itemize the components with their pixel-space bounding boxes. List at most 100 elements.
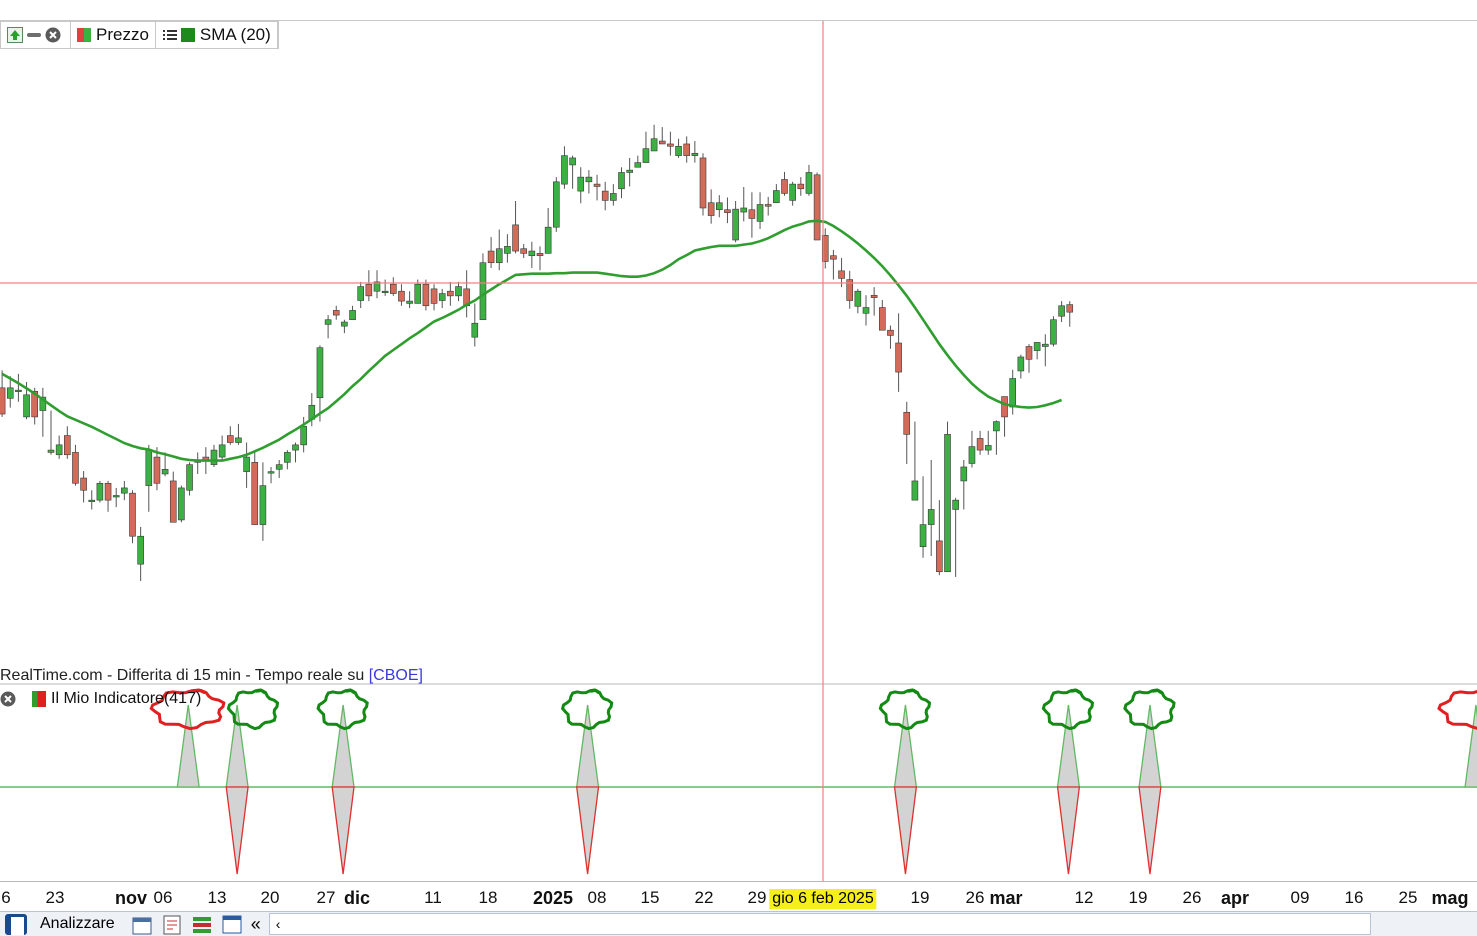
- candle: [675, 138, 682, 158]
- candle-body: [80, 477, 87, 491]
- candle: [895, 313, 902, 392]
- candle-body: [707, 202, 715, 216]
- candle-body: [740, 207, 748, 213]
- candle-body: [112, 495, 120, 498]
- candle: [870, 287, 878, 316]
- x-tick-label: 16: [1344, 888, 1364, 907]
- candle-body: [169, 480, 177, 523]
- candle-body: [186, 464, 193, 491]
- candle: [104, 480, 112, 512]
- grid-icon[interactable]: [189, 913, 215, 935]
- candle: [952, 497, 959, 577]
- candle-body: [838, 270, 845, 279]
- x-tick-label: 23: [45, 888, 65, 907]
- x-tick-label: 09: [1290, 888, 1310, 907]
- candle: [993, 420, 1000, 455]
- green-circle-marker: [1123, 688, 1176, 731]
- analyzer-icon[interactable]: [0, 913, 36, 935]
- candle: [1066, 301, 1074, 327]
- signal-spike-up: [331, 704, 355, 788]
- bottom-toolbar: Analizzare « ‹: [0, 911, 1477, 936]
- candle: [80, 471, 87, 503]
- maximize-icon[interactable]: [7, 27, 23, 43]
- window-icon[interactable]: [219, 913, 245, 935]
- x-tick-label: 15: [640, 888, 660, 907]
- analyzer-button[interactable]: Analizzare: [40, 915, 115, 932]
- candle-body: [748, 209, 756, 219]
- legend-item-sma[interactable]: SMA (20): [156, 22, 278, 48]
- candle-body: [15, 389, 22, 392]
- candle-body: [675, 145, 682, 156]
- candle-body: [447, 290, 454, 297]
- indicator-label: Il Mio Indicatore(417): [51, 690, 202, 707]
- close-indicator-icon[interactable]: [0, 691, 16, 707]
- candle: [178, 485, 185, 523]
- source-text: RealTime.com - Differita di 15 min - Tem…: [0, 667, 369, 684]
- candle-body: [0, 387, 6, 415]
- minimize-icon[interactable]: [26, 27, 42, 43]
- close-icon[interactable]: [45, 27, 61, 43]
- candle-body: [960, 466, 968, 482]
- candle: [944, 421, 951, 573]
- candle-body: [145, 449, 153, 486]
- scroll-bar[interactable]: ‹: [268, 913, 1371, 935]
- candle-body: [724, 209, 731, 213]
- signal-spike-down: [575, 786, 600, 875]
- cboe-link[interactable]: [CBOE]: [368, 667, 423, 684]
- candle-body: [569, 157, 576, 166]
- report-icon[interactable]: [159, 913, 185, 935]
- candle: [642, 131, 650, 163]
- candle: [72, 444, 79, 486]
- candle: [267, 466, 275, 484]
- candle: [1058, 301, 1065, 323]
- candle-body: [789, 183, 796, 201]
- scroll-arrow-left[interactable]: ‹: [275, 916, 281, 932]
- legend-item-price[interactable]: Prezzo: [71, 22, 156, 48]
- candle-body: [495, 248, 503, 263]
- candle-body: [153, 456, 161, 484]
- candle: [1025, 344, 1033, 373]
- candle: [47, 410, 55, 455]
- x-tick-label: 2025: [532, 888, 574, 908]
- candle: [593, 174, 601, 201]
- candle-body: [267, 471, 275, 474]
- candle: [210, 444, 218, 467]
- candle: [39, 387, 47, 437]
- scroll-left-button[interactable]: «: [250, 913, 261, 934]
- candle: [259, 462, 267, 541]
- candle: [789, 181, 796, 206]
- candle: [830, 249, 837, 280]
- candle-body: [870, 294, 878, 298]
- candle-body: [381, 290, 389, 294]
- chart-legend: Prezzo SMA (20): [0, 21, 279, 49]
- candle-body: [699, 157, 707, 209]
- candle: [936, 500, 943, 576]
- candle-body: [316, 347, 324, 399]
- candle-body: [414, 283, 422, 304]
- candle: [601, 181, 609, 211]
- candle: [153, 447, 161, 491]
- list-icon[interactable]: [162, 27, 178, 43]
- candle-body: [936, 540, 943, 573]
- signal-spike-up: [1138, 704, 1162, 788]
- x-tick-label: nov: [114, 888, 148, 908]
- candle-body: [887, 329, 894, 336]
- signal-spike-up: [575, 704, 600, 788]
- candle: [911, 421, 919, 501]
- candle-body: [846, 279, 854, 301]
- candle: [121, 480, 128, 501]
- candle-body: [210, 449, 218, 465]
- candle-body: [830, 255, 837, 260]
- x-tick-label: 6: [1, 888, 11, 907]
- candle-body: [1009, 378, 1017, 408]
- x-tick-label: 25: [1398, 888, 1418, 907]
- candle-body: [259, 485, 267, 525]
- calendar-icon[interactable]: [129, 913, 155, 935]
- candle: [577, 167, 585, 204]
- candle: [137, 526, 144, 582]
- candle: [667, 131, 674, 156]
- candle: [251, 452, 259, 525]
- price-chart[interactable]: [0, 0, 1477, 881]
- candle-body: [6, 387, 14, 399]
- candle: [634, 155, 642, 168]
